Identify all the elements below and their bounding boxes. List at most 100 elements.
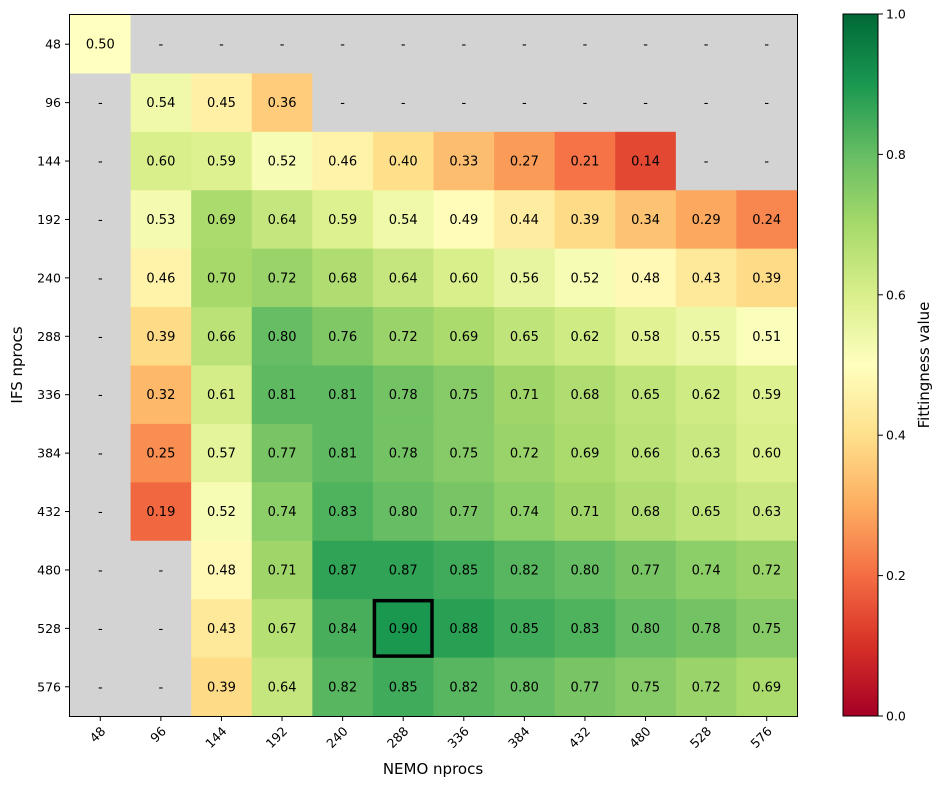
heatmap-cell	[615, 307, 677, 367]
colorbar: 0.0 0.2 0.4 0.6 0.8 1.0	[842, 7, 906, 724]
heatmap-cell	[191, 73, 253, 133]
cell-value-label: -	[461, 96, 466, 111]
heatmap-cell	[312, 657, 374, 717]
cell-value-label: -	[764, 96, 769, 111]
cell-value-label: 0.43	[692, 271, 721, 286]
cell-value-label: -	[704, 96, 709, 111]
cell-value-label: -	[643, 38, 648, 53]
cell-value-label: 0.54	[389, 213, 418, 228]
heatmap-cell	[191, 307, 253, 367]
heatmap-cell	[736, 248, 798, 308]
heatmap-cell	[554, 540, 616, 600]
cell-value-label: 0.80	[631, 622, 660, 637]
colorbar-title: Fittingness value	[915, 302, 933, 429]
cell-value-label: 0.68	[328, 271, 357, 286]
heatmap-cell	[70, 599, 132, 659]
heatmap-cell	[130, 131, 192, 191]
colorbar-tick-label: 0.8	[886, 147, 906, 162]
cell-value-label: -	[522, 38, 527, 53]
cell-value-label: 0.76	[328, 330, 357, 345]
cell-value-label: 0.69	[207, 213, 236, 228]
heatmap-cell	[615, 15, 677, 75]
heatmap-cell	[70, 365, 132, 425]
heatmap-cell	[554, 307, 616, 367]
x-tick-label: 480	[626, 723, 654, 751]
cell-value-label: -	[98, 622, 103, 637]
heatmap-cell	[736, 365, 798, 425]
cell-value-label: 0.55	[692, 330, 721, 345]
heatmap-cell	[372, 131, 435, 191]
heatmap-cell	[433, 599, 495, 659]
heatmap-cell	[615, 599, 677, 659]
heatmap-cell	[312, 131, 374, 191]
cell-value-label: 0.61	[207, 388, 236, 403]
heatmap-cell	[736, 540, 798, 600]
cell-value-label: -	[522, 96, 527, 111]
heatmap-cell	[615, 73, 677, 133]
cell-value-label: -	[764, 155, 769, 170]
heatmap-cell	[615, 131, 677, 191]
cell-value-label: 0.25	[146, 447, 175, 462]
cell-value-label: 0.60	[146, 155, 175, 170]
cell-value-label: 0.64	[389, 271, 418, 286]
cell-value-label: 0.49	[449, 213, 478, 228]
heatmap-cell	[251, 657, 313, 717]
heatmap-cell	[372, 482, 435, 542]
heatmap-cell	[675, 423, 738, 483]
heatmap-cell	[736, 190, 798, 250]
cell-value-label: 0.14	[631, 155, 660, 170]
heatmap-cell	[130, 423, 192, 483]
heatmap-cell	[312, 599, 374, 659]
heatmap-cell	[191, 248, 253, 308]
cell-value-label: 0.65	[692, 505, 721, 520]
heatmap-cell	[312, 73, 374, 133]
colorbar-gradient	[842, 13, 879, 717]
heatmap-cell	[675, 190, 738, 250]
heatmap-cell	[675, 599, 738, 659]
cell-value-label: 0.44	[510, 213, 539, 228]
heatmap-cell	[433, 248, 495, 308]
cell-value-label: 0.83	[570, 622, 599, 637]
cell-value-label: -	[159, 622, 164, 637]
heatmap-cell	[70, 190, 132, 250]
cell-value-label: 0.46	[328, 155, 357, 170]
cell-value-label: -	[98, 330, 103, 345]
heatmap-cell	[251, 599, 313, 659]
x-tick-label: 96	[147, 723, 169, 745]
heatmap-cell	[70, 540, 132, 600]
cell-value-label: 0.72	[692, 680, 721, 695]
cell-value-label: 0.78	[389, 447, 418, 462]
heatmap-cell	[251, 190, 313, 250]
heatmap-cell	[372, 307, 435, 367]
heatmap-cell	[554, 423, 616, 483]
heatmap-cell	[130, 307, 192, 367]
heatmap-cell	[251, 365, 313, 425]
heatmap-cell	[251, 540, 313, 600]
heatmap-cell	[554, 657, 616, 717]
cell-value-label: 0.65	[510, 330, 539, 345]
heatmap-cell	[70, 15, 132, 75]
cell-value-label: 0.32	[146, 388, 175, 403]
cell-value-label: 0.85	[449, 563, 478, 578]
y-tick-label: 576	[37, 679, 61, 694]
cell-value-label: 0.85	[389, 680, 418, 695]
heatmap-cell	[433, 307, 495, 367]
cell-value-label: 0.77	[570, 680, 599, 695]
y-tick-label: 432	[37, 504, 61, 519]
cell-value-label: -	[159, 680, 164, 695]
heatmap-cell	[70, 307, 132, 367]
heatmap-cell	[433, 482, 495, 542]
cell-value-label: 0.82	[449, 680, 478, 695]
heatmap-cell	[251, 73, 313, 133]
cell-value-label: 0.84	[328, 622, 357, 637]
cell-value-label: 0.74	[510, 505, 539, 520]
heatmap-cell	[433, 423, 495, 483]
heatmap-cell	[70, 423, 132, 483]
heatmap-cell	[494, 248, 556, 308]
y-tick-label: 192	[37, 212, 61, 227]
cell-value-label: -	[280, 38, 285, 53]
heatmap-cell	[675, 482, 738, 542]
cell-value-label: 0.45	[207, 96, 236, 111]
heatmap-cell	[130, 73, 192, 133]
